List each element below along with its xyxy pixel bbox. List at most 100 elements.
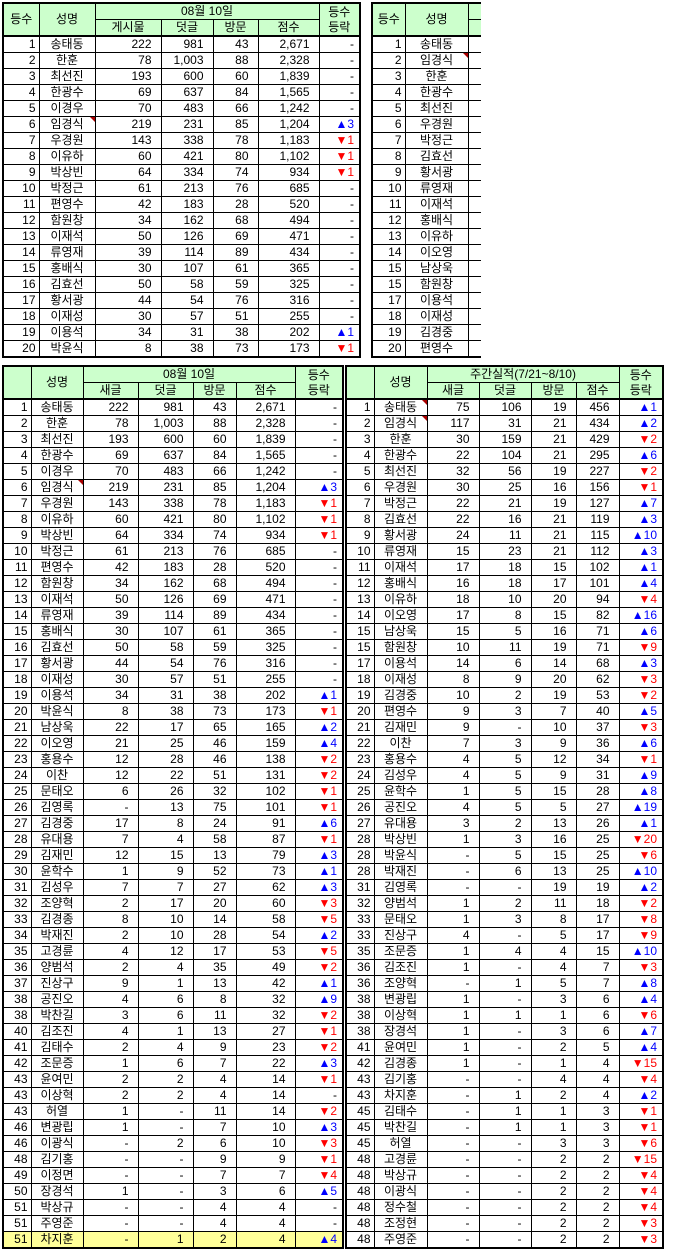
value-cell[interactable]: - bbox=[426, 863, 480, 880]
value-cell[interactable]: 59 bbox=[192, 639, 237, 656]
rank-change-cell[interactable]: ▼1 bbox=[294, 1151, 344, 1168]
value-cell[interactable]: 19 bbox=[530, 639, 577, 656]
rank-cell[interactable]: 6 bbox=[2, 116, 40, 133]
value-cell[interactable]: 981 bbox=[160, 35, 214, 53]
rank-change-cell[interactable]: ▼15 bbox=[618, 1055, 664, 1072]
name-cell[interactable]: 황서광 bbox=[38, 292, 96, 309]
name-cell[interactable]: 이용석 bbox=[404, 292, 469, 309]
value-cell[interactable]: 11 bbox=[192, 1103, 237, 1120]
value-cell[interactable]: 7 bbox=[137, 879, 194, 896]
value-cell[interactable]: 2 bbox=[575, 1215, 620, 1232]
value-cell[interactable]: 434 bbox=[575, 415, 620, 432]
rank-change-cell[interactable]: ▼4 bbox=[618, 1199, 664, 1216]
value-cell[interactable]: 138 bbox=[235, 751, 296, 768]
value-cell[interactable]: 6 bbox=[478, 863, 532, 880]
rank-cell[interactable]: 8 bbox=[2, 148, 40, 165]
value-cell[interactable]: - bbox=[426, 879, 480, 896]
value-cell[interactable]: - bbox=[426, 975, 480, 992]
value-cell[interactable]: 1 bbox=[478, 1087, 532, 1104]
value-cell[interactable]: 173 bbox=[235, 703, 296, 720]
value-cell[interactable]: 62 bbox=[235, 879, 296, 896]
value-cell[interactable]: 89 bbox=[212, 244, 259, 261]
value-cell[interactable]: - bbox=[478, 1183, 532, 1200]
name-cell[interactable]: 함원창 bbox=[373, 639, 428, 656]
rank-change-cell[interactable]: ▼1 bbox=[318, 164, 361, 181]
value-cell[interactable]: 66 bbox=[212, 100, 259, 117]
value-cell[interactable]: 1 bbox=[426, 1007, 480, 1024]
value-cell[interactable]: 8 bbox=[192, 991, 237, 1008]
rank-header[interactable]: 등수 bbox=[371, 2, 406, 37]
name-cell[interactable]: 류영재 bbox=[30, 607, 84, 624]
value-cell[interactable]: 79 bbox=[235, 847, 296, 864]
value-cell[interactable]: 101 bbox=[575, 575, 620, 592]
value-cell[interactable]: 131 bbox=[235, 767, 296, 784]
rank-change-cell[interactable]: ▲4 bbox=[294, 1231, 344, 1249]
value-cell[interactable]: 44 bbox=[82, 655, 139, 672]
value-cell[interactable]: 295 bbox=[575, 447, 620, 464]
value-cell[interactable]: 17 bbox=[575, 911, 620, 928]
value-cell[interactable]: 68 bbox=[192, 575, 237, 592]
value-cell[interactable]: 20 bbox=[530, 671, 577, 688]
rank-cell[interactable]: 18 bbox=[371, 308, 406, 325]
value-cell[interactable]: 159 bbox=[235, 735, 296, 752]
value-cell[interactable]: 222 bbox=[82, 398, 139, 416]
rank-cell[interactable]: 3 bbox=[371, 68, 406, 85]
rank-change-cell[interactable]: ▼3 bbox=[618, 1215, 664, 1232]
value-cell[interactable]: 10 bbox=[137, 911, 194, 928]
value-cell[interactable]: 16 bbox=[478, 511, 532, 528]
value-cell[interactable]: 5 bbox=[478, 751, 532, 768]
value-cell[interactable]: 38 bbox=[212, 324, 259, 341]
value-cell[interactable]: 87 bbox=[235, 831, 296, 848]
name-cell[interactable]: 박상빈 bbox=[373, 831, 428, 848]
rank-change-cell[interactable]: - bbox=[294, 607, 344, 624]
value-cell[interactable]: 9 bbox=[235, 1151, 296, 1168]
rank-change-header[interactable]: 등수 등락 bbox=[294, 365, 344, 400]
rank-change-cell[interactable]: ▲8 bbox=[618, 975, 664, 992]
rank-cell[interactable]: 14 bbox=[345, 607, 375, 624]
value-cell[interactable]: - bbox=[478, 1151, 532, 1168]
value-cell[interactable]: 43 bbox=[212, 35, 259, 53]
value-cell[interactable]: 104 bbox=[478, 447, 532, 464]
value-cell[interactable]: 26 bbox=[575, 815, 620, 832]
value-cell[interactable]: 76 bbox=[192, 655, 237, 672]
name-cell[interactable]: 박정근 bbox=[38, 180, 96, 197]
value-cell[interactable]: 334 bbox=[137, 527, 194, 544]
rank-change-cell[interactable]: ▼1 bbox=[294, 527, 344, 544]
value-cell[interactable]: 14 bbox=[426, 655, 480, 672]
value-cell[interactable]: - bbox=[426, 1215, 480, 1232]
rank-cell[interactable]: 48 bbox=[345, 1167, 375, 1184]
rank-cell[interactable]: 32 bbox=[345, 895, 375, 912]
col-header-visits[interactable]: 방문 bbox=[192, 382, 237, 400]
rank-change-cell[interactable]: ▲4 bbox=[618, 991, 664, 1008]
value-cell[interactable]: 78 bbox=[212, 132, 259, 149]
value-cell[interactable]: 50 bbox=[94, 276, 162, 293]
value-cell[interactable]: 49 bbox=[235, 959, 296, 976]
name-cell[interactable]: 최선진 bbox=[38, 68, 96, 85]
value-cell[interactable]: 1,242 bbox=[235, 463, 296, 480]
value-cell[interactable]: 4 bbox=[478, 943, 532, 960]
col-header-new-posts[interactable]: 새글 bbox=[82, 382, 139, 400]
name-cell[interactable]: 김경중 bbox=[30, 815, 84, 832]
name-cell[interactable]: 이오영 bbox=[404, 244, 469, 261]
value-cell[interactable]: 13 bbox=[530, 815, 577, 832]
name-cell[interactable]: 김영록 bbox=[30, 799, 84, 816]
value-cell[interactable]: 143 bbox=[82, 495, 139, 512]
rank-cell[interactable]: 27 bbox=[2, 815, 32, 832]
name-cell[interactable]: 변광립 bbox=[30, 1119, 84, 1136]
value-cell[interactable]: 44 bbox=[94, 292, 162, 309]
rank-change-cell[interactable]: - bbox=[318, 308, 361, 325]
value-cell[interactable]: 25 bbox=[137, 735, 194, 752]
rank-change-cell[interactable]: ▲6 bbox=[294, 815, 344, 832]
value-cell[interactable]: 18 bbox=[478, 559, 532, 576]
value-cell[interactable]: 6 bbox=[575, 991, 620, 1008]
value-cell[interactable]: 10 bbox=[530, 719, 577, 736]
value-cell[interactable]: 2 bbox=[575, 1199, 620, 1216]
rank-change-cell[interactable]: - bbox=[294, 1087, 344, 1104]
rank-cell[interactable]: 33 bbox=[345, 927, 375, 944]
rank-cell[interactable]: 23 bbox=[2, 751, 32, 768]
value-cell[interactable]: 32 bbox=[192, 783, 237, 800]
value-cell[interactable]: 80 bbox=[192, 511, 237, 528]
value-cell[interactable]: 1 bbox=[426, 911, 480, 928]
value-cell[interactable]: 54 bbox=[137, 655, 194, 672]
clipped-cell[interactable] bbox=[467, 52, 481, 69]
